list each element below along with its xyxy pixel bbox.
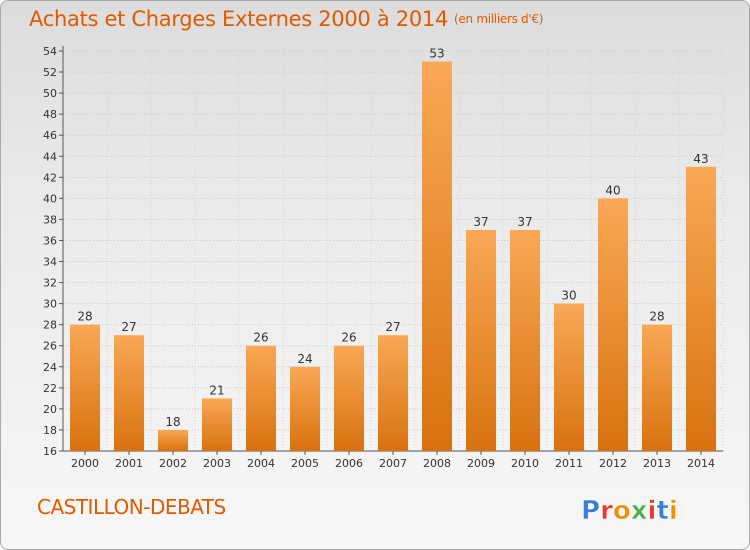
bar-2008 (422, 61, 452, 452)
chart-title: Achats et Charges Externes 2000 à 2014 (e… (29, 7, 543, 31)
bar-2007 (378, 335, 408, 451)
value-label-2014: 43 (693, 152, 708, 166)
y-tick-label: 36 (43, 234, 57, 247)
bar-2013 (642, 324, 672, 451)
value-label-2004: 26 (253, 331, 268, 345)
value-label-2007: 27 (385, 320, 400, 334)
y-tick-label: 48 (43, 108, 57, 121)
value-label-2009: 37 (473, 215, 488, 229)
bar-2010 (510, 229, 540, 451)
y-tick-label: 42 (43, 171, 57, 184)
bars (70, 61, 716, 452)
value-label-2000: 28 (77, 310, 92, 324)
bar-2000 (70, 324, 100, 451)
logo-text: Proxiti (581, 496, 678, 526)
x-tick-label-2013: 2013 (643, 457, 671, 470)
x-tick-label-2003: 2003 (203, 457, 231, 470)
value-label-2001: 27 (121, 320, 136, 334)
commune-name: CASTILLON-DEBATS (37, 495, 226, 519)
y-tick-label: 28 (43, 319, 57, 332)
value-label-2002: 18 (165, 415, 180, 429)
y-tick-label: 30 (43, 298, 57, 311)
y-tick-label: 40 (43, 192, 57, 205)
proxiti-logo: Proxiti (581, 496, 678, 527)
x-tick-label-2001: 2001 (115, 457, 143, 470)
bar-2005 (290, 366, 320, 451)
value-label-2005: 24 (297, 352, 312, 366)
value-label-2003: 21 (209, 383, 224, 397)
y-tick-label: 38 (43, 213, 57, 226)
bar-2003 (202, 398, 232, 451)
x-tick-label-2010: 2010 (511, 457, 539, 470)
bar-2014 (686, 166, 716, 451)
x-tick-label-2004: 2004 (247, 457, 275, 470)
y-tick-label: 32 (43, 277, 57, 290)
logo-letter: t (656, 496, 668, 526)
y-tick-label: 26 (43, 340, 57, 353)
value-label-2010: 37 (517, 215, 532, 229)
chart-unit: (en milliers d'€) (454, 12, 544, 26)
bar-2011 (554, 303, 584, 451)
value-label-2008: 53 (429, 47, 444, 61)
y-tick-label: 52 (43, 66, 57, 79)
labels: 16 18 20 22 24 26 28 30 32 34 36 38 40 42 44 46 48 50 52 54… (43, 45, 715, 470)
logo-letter: P (581, 496, 600, 526)
x-tick-label-2006: 2006 (335, 457, 363, 470)
bar-2006 (334, 345, 364, 451)
x-tick-label-2007: 2007 (379, 457, 407, 470)
bar-2012 (598, 198, 628, 451)
bar-2002 (158, 429, 188, 451)
y-tick-label: 18 (43, 424, 57, 437)
x-tick-label-2000: 2000 (71, 457, 99, 470)
y-tick-label: 20 (43, 403, 57, 416)
value-label-2012: 40 (605, 183, 620, 197)
y-tick-label: 46 (43, 129, 57, 142)
x-tick-label-2002: 2002 (159, 457, 187, 470)
y-tick-label: 34 (43, 256, 57, 269)
bar-2004 (246, 345, 276, 451)
y-tick-label: 50 (43, 87, 57, 100)
x-tick-label-2008: 2008 (423, 457, 451, 470)
y-tick-label: 22 (43, 382, 57, 395)
x-tick-label-2011: 2011 (555, 457, 583, 470)
y-tick-label: 24 (43, 361, 57, 374)
y-tick-label: 54 (43, 45, 57, 58)
x-tick-label-2014: 2014 (687, 457, 715, 470)
logo-letter: x (631, 496, 648, 526)
logo-letter: r (600, 496, 613, 526)
bar-2009 (466, 229, 496, 451)
bar-2001 (114, 335, 144, 451)
x-tick-label-2005: 2005 (291, 457, 319, 470)
x-tick-label-2009: 2009 (467, 457, 495, 470)
logo-letter: i (648, 496, 657, 526)
logo-letter: o (613, 496, 631, 526)
y-tick-label: 16 (43, 445, 57, 458)
value-label-2011: 30 (561, 289, 576, 303)
value-label-2006: 26 (341, 331, 356, 345)
chart-title-text: Achats et Charges Externes 2000 à 2014 (29, 7, 449, 31)
y-tick-label: 44 (43, 150, 57, 163)
logo-letter: i (669, 496, 678, 526)
x-tick-label-2012: 2012 (599, 457, 627, 470)
value-label-2013: 28 (649, 310, 664, 324)
